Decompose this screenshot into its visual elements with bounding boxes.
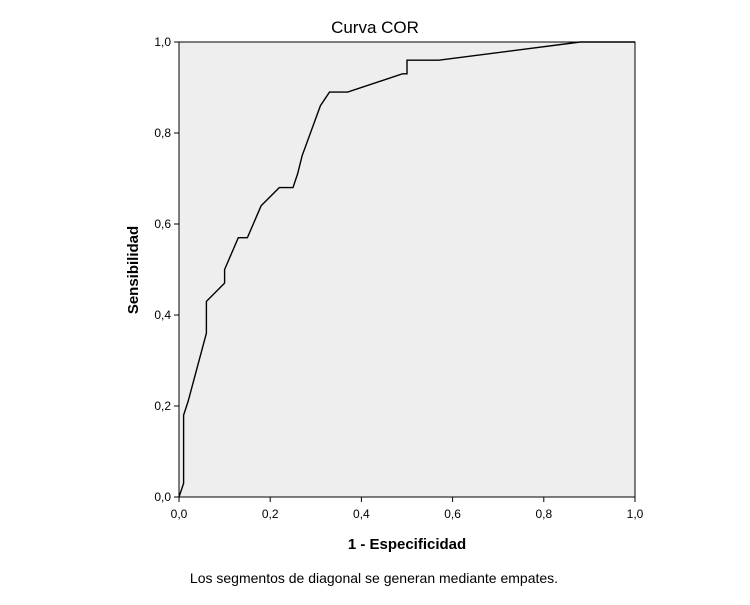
y-tick-label: 1,0 [154,35,171,49]
y-tick-label: 0,0 [154,490,171,504]
chart-footnote: Los segmentos de diagonal se generan med… [190,570,558,586]
y-tick-label: 0,4 [154,308,171,322]
x-axis-label: 1 - Especificidad [348,536,466,553]
y-tick-label: 0,6 [154,217,171,231]
x-tick-label: 0,8 [535,507,552,521]
y-axis-label: Sensibilidad [125,226,142,314]
x-axis-ticks: 0,0 0,2 0,4 0,6 0,8 1,0 [171,497,644,521]
y-tick-label: 0,2 [154,399,171,413]
y-axis-ticks: 0,0 0,2 0,4 0,6 0,8 1,0 [154,35,179,504]
roc-curve-line [178,41,635,498]
plot-area [178,41,636,498]
x-tick-label: 0,2 [262,507,279,521]
chart-title: Curva COR [331,18,419,37]
x-tick-label: 0,4 [353,507,370,521]
y-tick-label: 0,8 [154,126,171,140]
x-tick-label: 0,6 [444,507,461,521]
x-tick-label: 1,0 [627,507,644,521]
x-tick-label: 0,0 [171,507,188,521]
